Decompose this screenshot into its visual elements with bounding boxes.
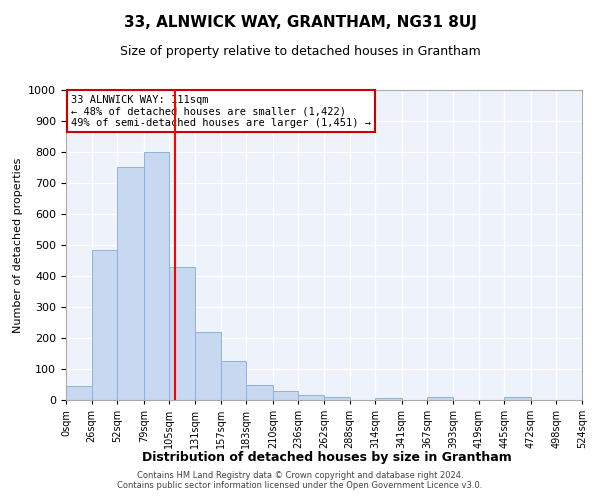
Bar xyxy=(246,384,273,400)
Bar xyxy=(221,361,246,400)
Text: Size of property relative to detached houses in Grantham: Size of property relative to detached ho… xyxy=(119,45,481,58)
Bar xyxy=(66,386,92,400)
Text: 33, ALNWICK WAY, GRANTHAM, NG31 8UJ: 33, ALNWICK WAY, GRANTHAM, NG31 8UJ xyxy=(124,15,476,30)
Bar xyxy=(427,397,453,400)
Bar xyxy=(375,398,402,400)
Bar xyxy=(195,332,221,400)
Bar xyxy=(324,397,350,400)
Bar xyxy=(169,266,195,400)
Bar xyxy=(117,168,144,400)
Y-axis label: Number of detached properties: Number of detached properties xyxy=(13,158,23,332)
Text: Contains HM Land Registry data © Crown copyright and database right 2024.
Contai: Contains HM Land Registry data © Crown c… xyxy=(118,470,482,490)
Bar xyxy=(92,250,117,400)
Bar xyxy=(298,396,324,400)
Bar xyxy=(144,152,169,400)
Bar xyxy=(504,397,531,400)
Bar xyxy=(273,392,298,400)
Text: Distribution of detached houses by size in Grantham: Distribution of detached houses by size … xyxy=(142,451,512,464)
Text: 33 ALNWICK WAY: 111sqm
← 48% of detached houses are smaller (1,422)
49% of semi-: 33 ALNWICK WAY: 111sqm ← 48% of detached… xyxy=(71,94,371,128)
